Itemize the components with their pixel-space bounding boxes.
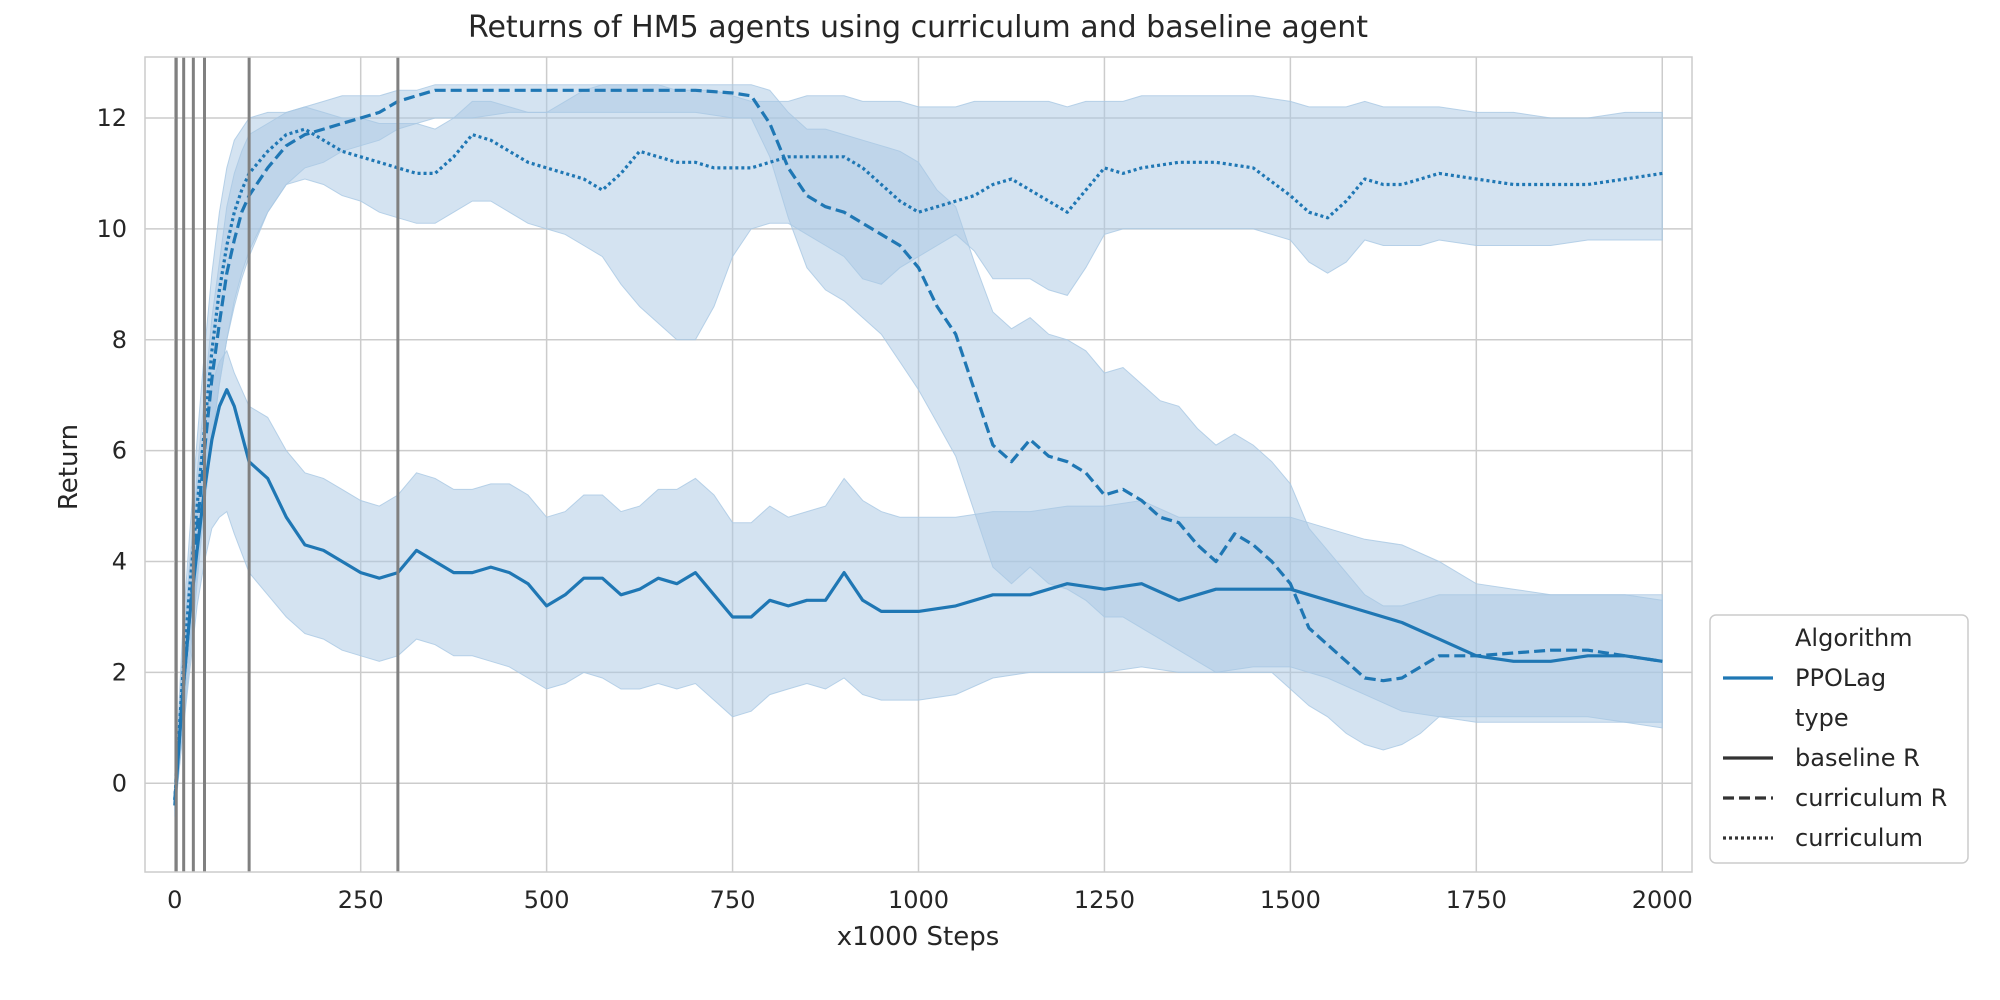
series-line-curriculum-r <box>173 88 1663 801</box>
plot-frame <box>144 56 1693 873</box>
x-tick-label: 1750 <box>1446 886 1507 914</box>
y-tick-label: 12 <box>96 104 127 132</box>
y-tick-labels: 0 2 4 6 8 10 12 <box>96 104 127 797</box>
x-tick-label: 1250 <box>1074 886 1135 914</box>
x-tick-label: 250 <box>338 886 384 914</box>
series-line-curriculum <box>173 127 1663 801</box>
legend-label-type: type <box>1795 704 1849 732</box>
legend-label-baseline-r: baseline R <box>1795 744 1920 772</box>
chart-title: Returns of HM5 agents using curriculum a… <box>468 10 1368 45</box>
y-tick-label: 0 <box>112 769 127 797</box>
y-tick-label: 8 <box>112 326 127 354</box>
y-tick-label: 6 <box>112 437 127 465</box>
confidence-bands <box>174 84 1663 817</box>
x-tick-label: 2000 <box>1632 886 1693 914</box>
legend-label-ppolag: PPOLag <box>1795 664 1886 692</box>
y-axis-title: Return <box>54 424 84 510</box>
y-tick-label: 2 <box>112 658 127 686</box>
x-tick-labels: 0 250 500 750 1000 1250 1500 1750 2000 <box>167 886 1693 914</box>
series-lines <box>173 88 1663 806</box>
x-tick-label: 750 <box>710 886 756 914</box>
legend: Algorithm PPOLag type baseline R curriculum … <box>1709 614 1969 864</box>
x-tick-label: 1500 <box>1260 886 1321 914</box>
legend-label-curriculum-r: curriculum R <box>1795 784 1947 812</box>
x-tick-label: 500 <box>524 886 570 914</box>
x-axis-title: x1000 Steps <box>837 922 1000 952</box>
y-tick-label: 10 <box>96 215 127 243</box>
y-tick-label: 4 <box>112 548 127 576</box>
legend-box <box>1709 614 1969 864</box>
curriculum-vlines <box>174 57 400 872</box>
series-line-baseline-r <box>173 388 1663 806</box>
band-baseline-r <box>174 349 1663 817</box>
legend-label-curriculum: curriculum <box>1795 824 1923 852</box>
band-curriculum <box>174 84 1663 812</box>
legend-label-algorithm: Algorithm <box>1795 624 1913 652</box>
x-tick-label: 0 <box>167 886 182 914</box>
x-tick-label: 1000 <box>888 886 949 914</box>
